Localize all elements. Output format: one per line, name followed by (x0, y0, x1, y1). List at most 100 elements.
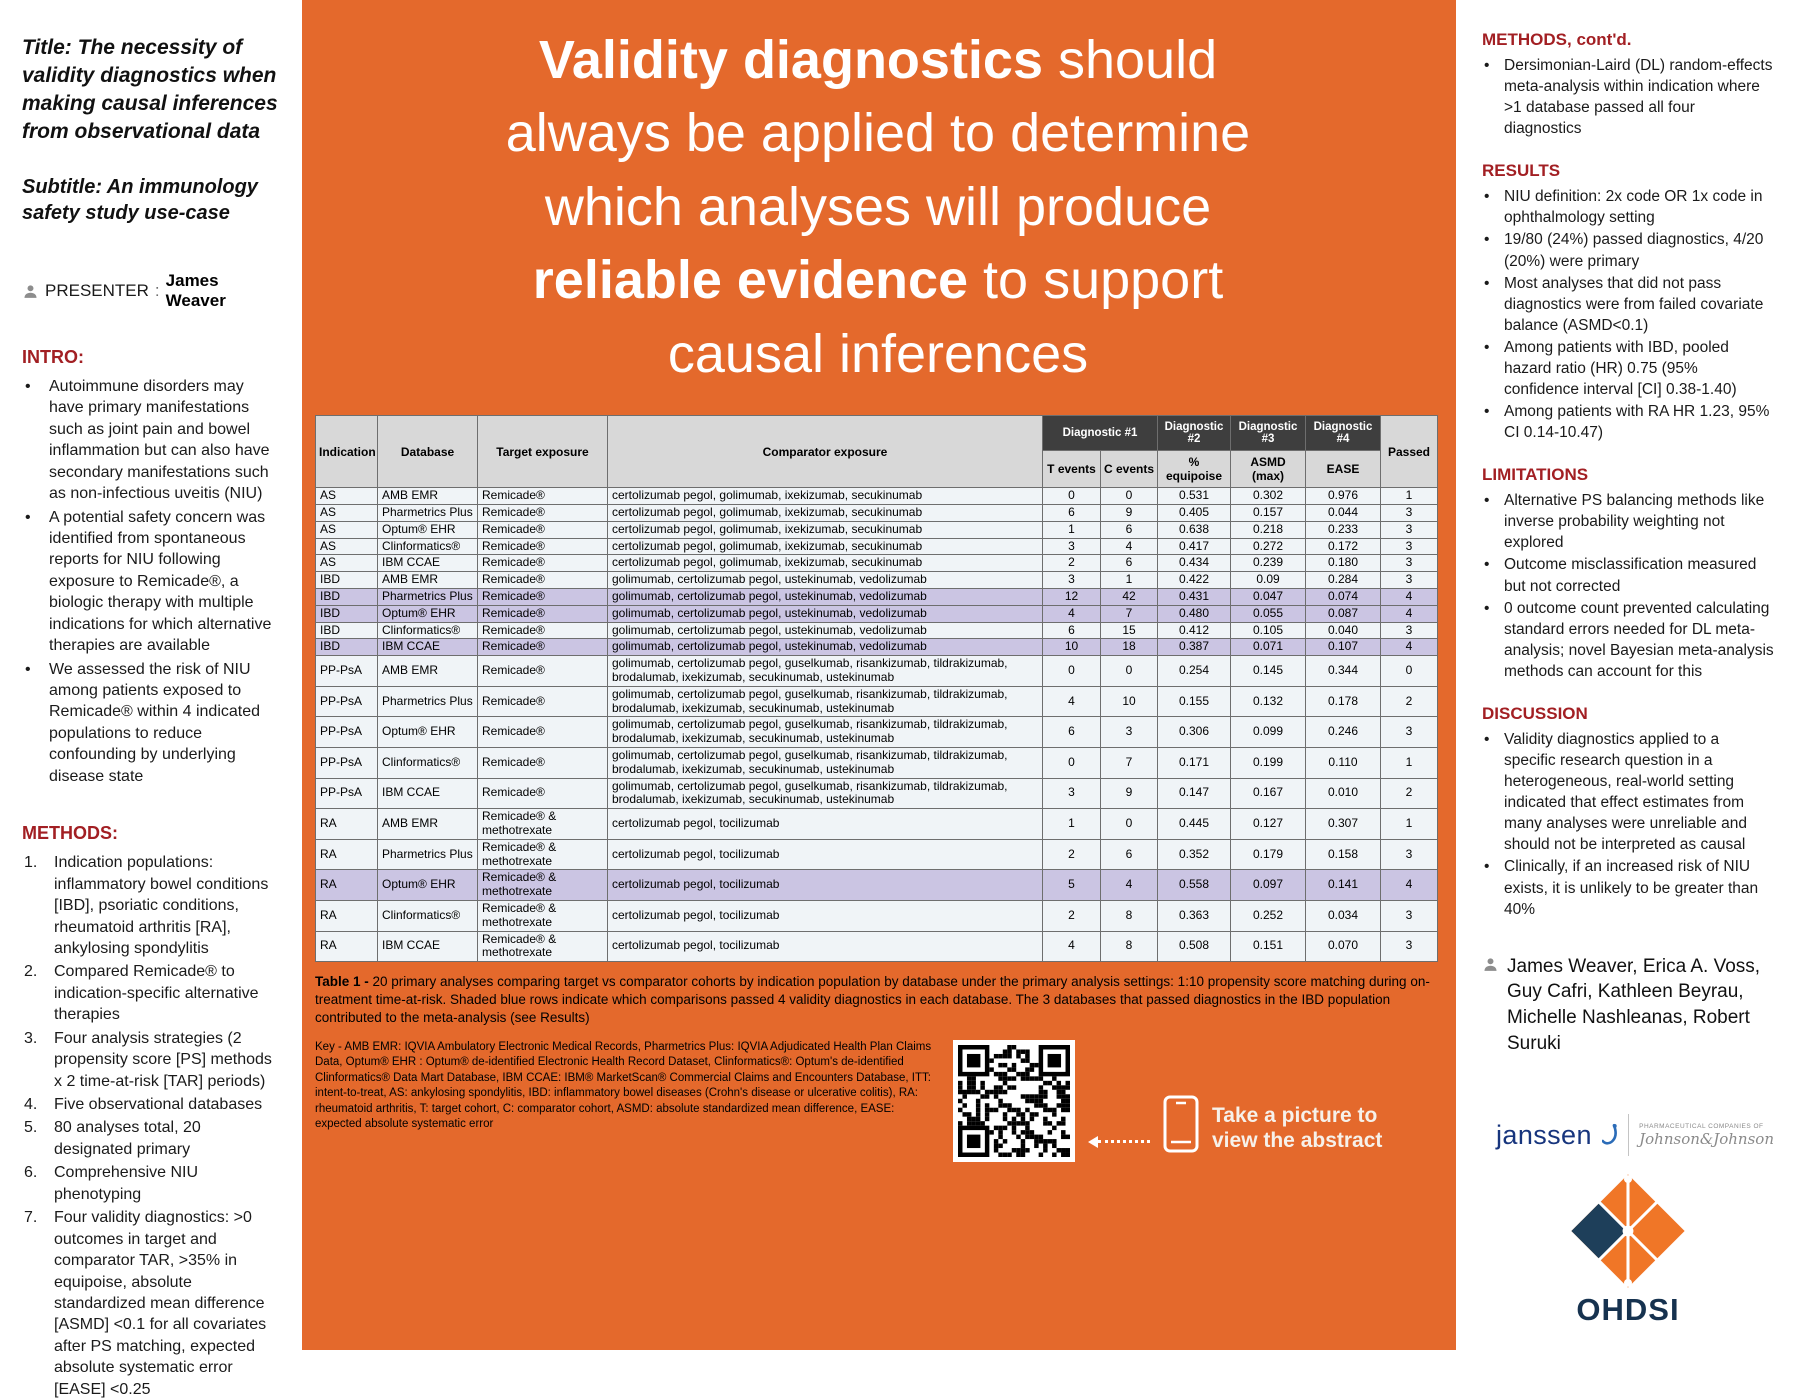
right-section: LIMITATIONS • Alternative PS balancing met… (1482, 465, 1774, 682)
table-cell-ease: 0.040 (1305, 621, 1381, 640)
table-cell-indication: RA (315, 808, 378, 840)
janssen-j-icon (1601, 1123, 1617, 1145)
table-cell-t: 2 (1042, 554, 1101, 573)
methods-item: 7. Four validity diagnostics: >0 outcomes… (22, 1207, 282, 1400)
table-cell-database: AMB EMR (377, 487, 478, 505)
table-cell-target: Remicade® & methotrexate (477, 838, 608, 871)
table-caption-label: Table 1 - (315, 974, 369, 990)
qr-code (953, 1039, 1075, 1162)
table-cell-asmd: 0.127 (1230, 808, 1306, 840)
table-cell-passed: 3 (1380, 838, 1438, 871)
bullet-text: A potential safety concern was identifie… (49, 508, 272, 655)
table-cell-asmd: 0.097 (1230, 869, 1306, 901)
table-cell-c: 9 (1100, 777, 1158, 810)
table-cell-asmd: 0.099 (1230, 716, 1306, 748)
table-cell-target: Remicade® (477, 746, 608, 779)
bullet-text: Validity diagnostics applied to a specif… (1504, 730, 1747, 854)
bullet-text: Clinically, if an increased risk of NIU … (1504, 858, 1759, 918)
table-header: Indication Database Target exposure Compara… (315, 415, 1438, 489)
section-bullet: • 19/80 (24%) passed diagnostics, 4/20 (2… (1482, 229, 1774, 271)
table-cell-ease: 0.284 (1305, 571, 1381, 589)
table-cell-equipoise: 0.417 (1157, 537, 1231, 556)
table-cell-indication: RA (315, 930, 378, 963)
table-cell-comparator: certolizumab pegol, tocilizumab (607, 899, 1043, 932)
jnj-script-wordmark: Johnson&Johnson (1639, 1129, 1774, 1148)
table-cell-target: Remicade® (477, 638, 608, 657)
table-cell-equipoise: 0.531 (1157, 487, 1231, 505)
abbreviation-key: Key - AMB EMR: IQVIA Ambulatory Electron… (315, 1040, 932, 1130)
table-cell-equipoise: 0.352 (1157, 838, 1231, 871)
bullet-text: 19/80 (24%) passed diagnostics, 4/20 (20… (1504, 231, 1764, 270)
headline-line: causal inferences (315, 318, 1441, 391)
section-bullet: • Among patients with RA HR 1.23, 95% CI … (1482, 401, 1774, 443)
table-cell-equipoise: 0.480 (1157, 604, 1231, 623)
section-bullet: • Alternative PS balancing methods like i… (1482, 490, 1774, 553)
bullet-marker: • (1484, 188, 1490, 206)
table-cell-passed: 2 (1380, 777, 1438, 810)
table-cell-equipoise: 0.155 (1157, 685, 1231, 718)
jnj-logo: PHARMACEUTICAL COMPANIES OF Johnson&John… (1639, 1123, 1774, 1148)
table-cell-ease: 0.087 (1305, 604, 1381, 623)
table-cell-equipoise: 0.445 (1157, 808, 1231, 840)
table-cell-comparator: golimumab, certolizumab pegol, ustekinum… (607, 587, 1043, 606)
section-heading: RESULTS (1482, 161, 1561, 181)
table-cell-passed: 1 (1380, 487, 1438, 505)
table-cell-t: 5 (1042, 869, 1101, 901)
table-cell-database: Optum® EHR (377, 716, 478, 748)
table-cell-t: 6 (1042, 503, 1101, 522)
headline-segment: which analyses will produce (544, 176, 1212, 237)
table-cell-ease: 0.976 (1305, 487, 1381, 505)
table-cell-asmd: 0.179 (1230, 838, 1306, 871)
table-cell-comparator: golimumab, certolizumab pegol, guselkuma… (607, 777, 1043, 810)
table-cell-target: Remicade® (477, 685, 608, 718)
table-cell-c: 18 (1100, 638, 1158, 657)
table-cell-database: IBM CCAE (377, 638, 478, 657)
bullet-text: Five observational databases (54, 1096, 263, 1113)
table-cell-database: AMB EMR (377, 655, 478, 687)
table-cell-equipoise: 0.387 (1157, 638, 1231, 657)
table-cell-asmd: 0.157 (1230, 503, 1306, 522)
table-cell-target: Remicade® (477, 777, 608, 810)
bullet-marker: • (1484, 338, 1490, 356)
table-cell-passed: 4 (1380, 638, 1438, 657)
arrow-line (1098, 1140, 1150, 1144)
table-cell-comparator: golimumab, certolizumab pegol, guselkuma… (607, 655, 1043, 687)
bullet-text: Among patients with IBD, pooled hazard r… (1504, 338, 1737, 399)
table-cell-t: 0 (1042, 487, 1101, 505)
table-cell-c: 42 (1100, 587, 1158, 606)
bullet-text: Autoimmune disorders may have primary ma… (49, 377, 270, 503)
table-cell-database: AMB EMR (377, 571, 478, 589)
table-cell-ease: 0.158 (1305, 838, 1381, 871)
table-cell-equipoise: 0.306 (1157, 716, 1231, 748)
table-cell-database: Pharmetrics Plus (377, 587, 478, 606)
authors-row: James Weaver, Erica A. Voss, Guy Cafri, … (1482, 954, 1774, 1057)
methods-item: 5. 80 analyses total, 20 designated prima… (22, 1117, 282, 1160)
table-cell-ease: 0.172 (1305, 537, 1381, 556)
table-cell-comparator: certolizumab pegol, tocilizumab (607, 838, 1043, 871)
table-cell-comparator: certolizumab pegol, tocilizumab (607, 808, 1043, 840)
right-sections: METHODS, cont'd. • Dersimonian-Laird (DL) … (1482, 30, 1774, 942)
bullet-marker: 6. (24, 1164, 38, 1182)
table-cell-t: 3 (1042, 537, 1101, 556)
diagnostic-sub-header: ASMD (max) (1230, 450, 1306, 489)
bullet-marker: 7. (24, 1209, 38, 1227)
bullet-marker: • (1484, 556, 1490, 574)
table-header-row-groups: Indication Database Target exposure Compara… (315, 415, 1438, 489)
table-row: IBD IBM CCAE Remicade® golimumab, certolizu… (315, 638, 1438, 657)
headline-line: always be applied to determine (315, 97, 1441, 170)
headline-segment: reliable evidence (532, 250, 969, 311)
table-row: RA IBM CCAE Remicade® & methotrexate certol… (315, 930, 1438, 963)
methods-item: 6. Comprehensive NIU phenotyping (22, 1162, 282, 1205)
person-icon (1484, 957, 1497, 971)
headline: Validity diagnostics should always be app… (315, 24, 1441, 391)
column-header-passed: Passed (1380, 415, 1438, 489)
bullet-marker: 3. (24, 1029, 38, 1047)
table-cell-database: Pharmetrics Plus (377, 503, 478, 522)
poster-title: Title: The necessity of validity diagnos… (22, 36, 278, 143)
bullet-marker: • (25, 377, 31, 395)
table-cell-ease: 0.233 (1305, 520, 1381, 539)
bullet-text: Comprehensive NIU phenotyping (54, 1164, 199, 1203)
table-cell-passed: 4 (1380, 869, 1438, 901)
table-cell-c: 6 (1100, 520, 1158, 539)
bullet-marker: • (25, 508, 31, 526)
